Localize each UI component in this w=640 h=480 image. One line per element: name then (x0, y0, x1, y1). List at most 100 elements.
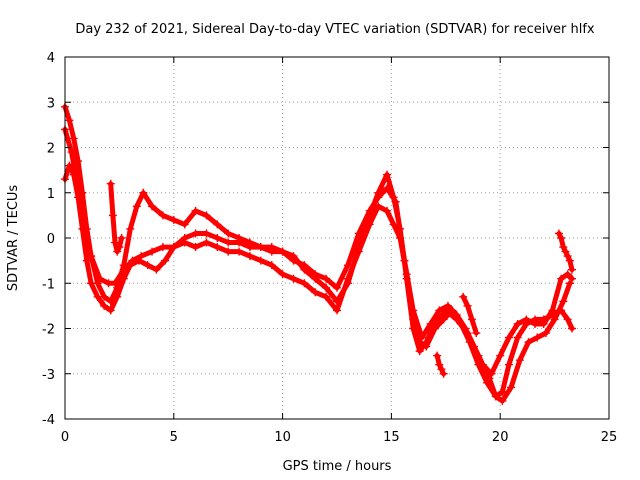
data-point (148, 202, 157, 211)
data-point (169, 243, 178, 252)
data-point (478, 360, 487, 369)
data-point (245, 252, 254, 261)
data-point (87, 252, 96, 261)
data-point (161, 256, 170, 265)
data-point (463, 301, 472, 310)
x-tick-label: 15 (383, 430, 400, 445)
data-point (202, 229, 211, 238)
data-point (541, 329, 550, 338)
data-point (565, 279, 574, 288)
data-point (383, 206, 392, 215)
data-point (343, 274, 352, 283)
data-series (61, 102, 577, 405)
data-point (472, 329, 481, 338)
data-point (113, 247, 122, 256)
data-point (498, 396, 507, 405)
data-point (374, 193, 383, 202)
data-point (322, 292, 331, 301)
data-point (100, 301, 109, 310)
data-point (333, 306, 341, 315)
data-point (202, 238, 211, 247)
data-point (119, 274, 128, 283)
data-point (515, 356, 524, 365)
data-point (533, 333, 542, 342)
axes: 0 5 10 15 20 25 -4 -3 -2 -1 0 1 2 3 4 (42, 51, 617, 445)
data-point (513, 333, 522, 342)
data-point (559, 243, 568, 252)
data-point (557, 274, 566, 283)
data-point (491, 392, 500, 401)
data-point (93, 292, 102, 301)
grid (65, 57, 609, 419)
data-point (563, 315, 572, 324)
data-point (498, 387, 507, 396)
data-point (202, 211, 211, 220)
data-point (111, 238, 120, 247)
data-point (82, 256, 91, 265)
data-point (267, 261, 276, 270)
data-point (391, 197, 400, 206)
data-point (524, 338, 533, 347)
data-point (311, 270, 320, 279)
data-point (158, 243, 167, 252)
data-point (113, 292, 122, 301)
data-point (137, 252, 146, 261)
data-point (289, 256, 298, 265)
data-point (422, 342, 431, 351)
data-point (191, 229, 200, 238)
data-point (322, 274, 331, 283)
data-point (245, 243, 254, 252)
data-point (383, 170, 392, 179)
x-tick-label: 25 (601, 430, 618, 445)
data-point (439, 315, 448, 324)
data-point (119, 265, 128, 274)
y-axis-title: SDTVAR / TECUs (6, 185, 21, 292)
data-point (111, 279, 120, 288)
data-point (383, 184, 392, 193)
data-point (430, 324, 439, 333)
y-tick-label: 4 (47, 51, 55, 66)
data-point (213, 243, 222, 252)
data-point (483, 378, 492, 387)
chart-title: Day 232 of 2021, Sidereal Day-to-day VTE… (75, 22, 595, 37)
data-point (409, 306, 418, 315)
data-point (435, 360, 444, 369)
data-point (300, 279, 309, 288)
data-point (80, 220, 89, 229)
y-tick-label: -1 (42, 277, 55, 292)
series-line-track-a (62, 104, 575, 399)
data-point (148, 247, 157, 256)
data-point (522, 315, 531, 324)
data-point (557, 234, 566, 242)
data-point (169, 215, 178, 224)
data-point (568, 265, 577, 274)
data-point (539, 319, 548, 328)
data-point (224, 238, 233, 247)
data-point (354, 229, 363, 238)
data-point (300, 261, 309, 270)
data-point (354, 247, 363, 256)
y-tick-label: 0 (47, 232, 55, 247)
x-tick-label: 20 (492, 430, 509, 445)
data-point (426, 319, 435, 328)
data-point (470, 342, 479, 351)
data-point (559, 297, 568, 306)
data-point (235, 238, 244, 247)
data-point (435, 306, 444, 315)
data-point (365, 206, 374, 215)
x-axis-title: GPS time / hours (283, 459, 392, 474)
data-point (278, 270, 287, 279)
data-point (389, 220, 398, 229)
data-point (158, 211, 167, 220)
data-point (180, 220, 189, 229)
data-point (69, 134, 78, 143)
data-point (437, 365, 446, 374)
data-point (74, 184, 83, 193)
data-point (267, 247, 276, 256)
series-segment-d (106, 179, 126, 256)
data-point (191, 206, 200, 215)
data-point (487, 369, 496, 378)
data-point (126, 224, 135, 233)
data-point (433, 351, 442, 360)
